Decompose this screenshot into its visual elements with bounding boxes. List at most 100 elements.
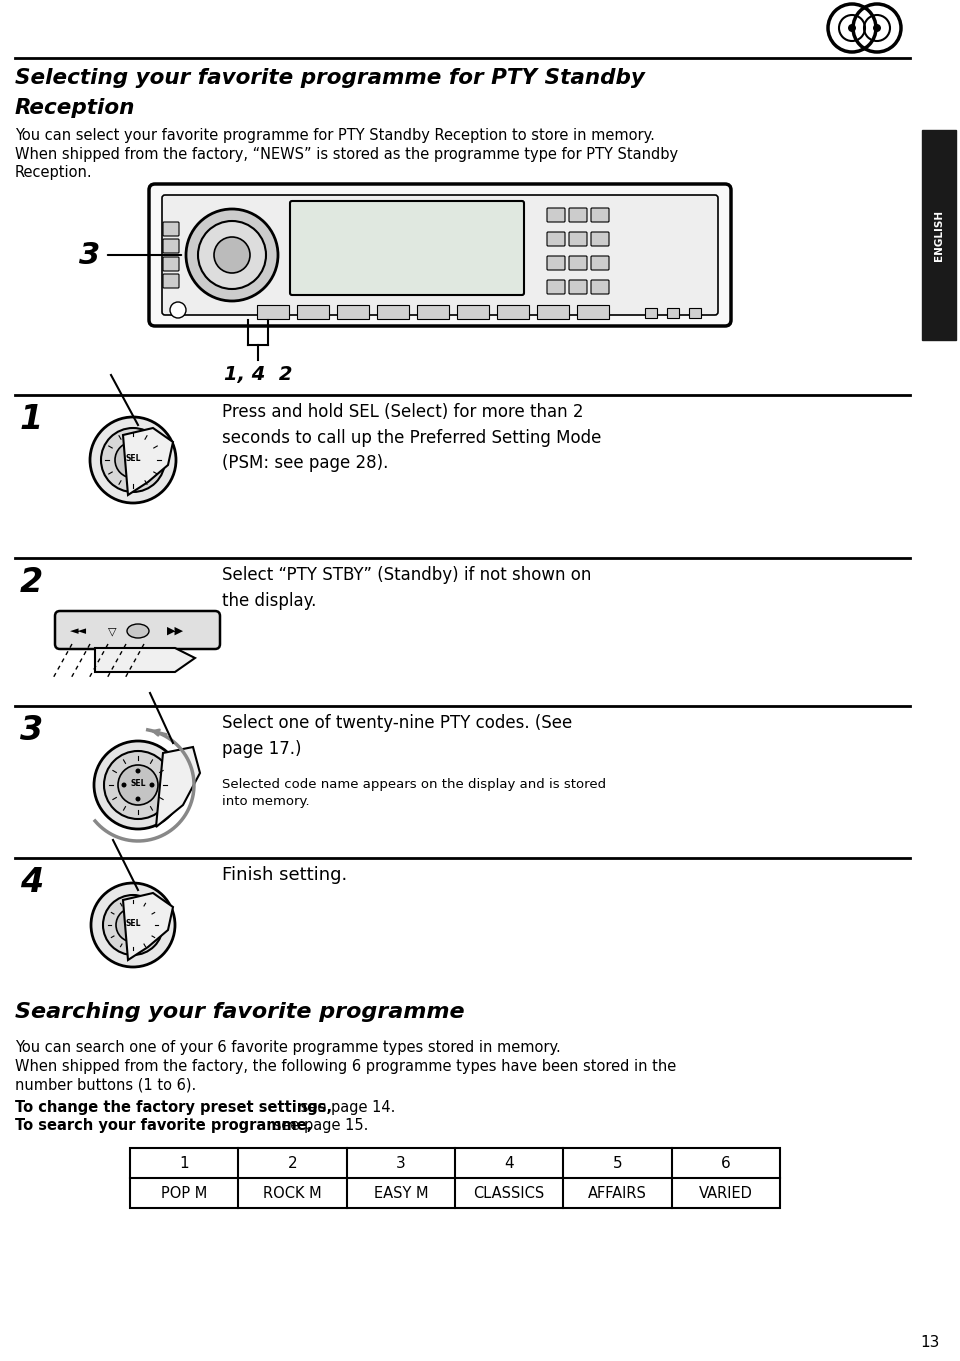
Text: ▽: ▽	[108, 626, 116, 636]
Text: ENGLISH: ENGLISH	[934, 210, 944, 260]
Circle shape	[170, 302, 186, 318]
Circle shape	[122, 783, 127, 788]
Circle shape	[150, 783, 155, 788]
Text: Searching your favorite programme: Searching your favorite programme	[15, 1002, 465, 1022]
Polygon shape	[95, 648, 195, 672]
Text: CLASSICS: CLASSICS	[473, 1185, 544, 1200]
Text: Reception.: Reception.	[15, 165, 92, 180]
Text: To search your favorite programme,: To search your favorite programme,	[15, 1117, 312, 1132]
Polygon shape	[156, 747, 200, 827]
Text: Reception: Reception	[15, 98, 135, 118]
Text: Finish setting.: Finish setting.	[222, 866, 348, 885]
FancyBboxPatch shape	[149, 184, 731, 327]
FancyBboxPatch shape	[569, 208, 587, 222]
FancyBboxPatch shape	[569, 256, 587, 269]
Text: SEL: SEL	[125, 919, 141, 927]
Text: POP M: POP M	[161, 1185, 207, 1200]
Text: 1, 4  2: 1, 4 2	[224, 365, 292, 384]
Polygon shape	[123, 893, 173, 960]
Circle shape	[116, 908, 150, 942]
Text: Press and hold SEL (Select) for more than 2
seconds to call up the Preferred Set: Press and hold SEL (Select) for more tha…	[222, 403, 601, 472]
FancyBboxPatch shape	[163, 257, 179, 271]
FancyBboxPatch shape	[257, 305, 289, 318]
Text: VARIED: VARIED	[699, 1185, 753, 1200]
Circle shape	[91, 883, 175, 968]
FancyBboxPatch shape	[591, 208, 609, 222]
FancyBboxPatch shape	[577, 305, 609, 318]
Circle shape	[104, 751, 172, 819]
FancyBboxPatch shape	[547, 256, 565, 269]
FancyBboxPatch shape	[457, 305, 489, 318]
Text: 3: 3	[396, 1155, 406, 1170]
Text: When shipped from the factory, the following 6 programme types have been stored : When shipped from the factory, the follo…	[15, 1059, 676, 1074]
Circle shape	[186, 210, 278, 301]
Text: 13: 13	[921, 1335, 940, 1350]
Circle shape	[90, 416, 176, 504]
Circle shape	[103, 896, 163, 955]
Bar	[689, 308, 701, 318]
Text: Select one of twenty-nine PTY codes. (See
page 17.): Select one of twenty-nine PTY codes. (Se…	[222, 715, 572, 758]
Bar	[922, 131, 956, 340]
Text: 5: 5	[612, 1155, 622, 1170]
Text: 6: 6	[721, 1155, 731, 1170]
Text: 3: 3	[20, 715, 43, 747]
Circle shape	[135, 796, 140, 802]
Text: see page 14.: see page 14.	[296, 1100, 396, 1115]
FancyBboxPatch shape	[591, 231, 609, 246]
Circle shape	[848, 24, 856, 33]
FancyBboxPatch shape	[547, 231, 565, 246]
Text: ◄◄: ◄◄	[69, 626, 86, 636]
Text: To change the factory preset settings,: To change the factory preset settings,	[15, 1100, 332, 1115]
FancyBboxPatch shape	[547, 280, 565, 294]
FancyBboxPatch shape	[55, 611, 220, 649]
FancyBboxPatch shape	[162, 195, 718, 314]
Circle shape	[214, 237, 250, 274]
FancyBboxPatch shape	[163, 240, 179, 253]
FancyBboxPatch shape	[569, 280, 587, 294]
Text: 4: 4	[504, 1155, 514, 1170]
Circle shape	[135, 769, 140, 773]
FancyBboxPatch shape	[297, 305, 329, 318]
Circle shape	[101, 427, 165, 491]
Text: 1: 1	[20, 403, 43, 436]
Text: AFFAIRS: AFFAIRS	[588, 1185, 647, 1200]
FancyBboxPatch shape	[163, 222, 179, 235]
Text: When shipped from the factory, “NEWS” is stored as the programme type for PTY St: When shipped from the factory, “NEWS” is…	[15, 147, 678, 162]
FancyBboxPatch shape	[337, 305, 369, 318]
Bar	[130, 1147, 780, 1209]
Circle shape	[118, 765, 158, 804]
FancyBboxPatch shape	[591, 280, 609, 294]
FancyBboxPatch shape	[163, 274, 179, 289]
Text: Selecting your favorite programme for PTY Standby: Selecting your favorite programme for PT…	[15, 68, 645, 88]
Text: Selected code name appears on the display and is stored
into memory.: Selected code name appears on the displa…	[222, 778, 606, 808]
Ellipse shape	[127, 623, 149, 638]
Text: 2: 2	[288, 1155, 298, 1170]
Text: ▶▶: ▶▶	[166, 626, 183, 636]
Text: 2: 2	[20, 566, 43, 599]
Text: You can search one of your 6 favorite programme types stored in memory.: You can search one of your 6 favorite pr…	[15, 1040, 561, 1055]
Text: SEL: SEL	[125, 453, 141, 463]
FancyBboxPatch shape	[537, 305, 569, 318]
FancyBboxPatch shape	[290, 201, 524, 295]
Text: SEL: SEL	[131, 778, 146, 788]
FancyBboxPatch shape	[377, 305, 409, 318]
FancyBboxPatch shape	[417, 305, 449, 318]
Text: EASY M: EASY M	[373, 1185, 428, 1200]
FancyBboxPatch shape	[497, 305, 529, 318]
Text: ROCK M: ROCK M	[263, 1185, 322, 1200]
Text: Select “PTY STBY” (Standby) if not shown on
the display.: Select “PTY STBY” (Standby) if not shown…	[222, 566, 591, 610]
Bar	[667, 308, 679, 318]
Text: number buttons (1 to 6).: number buttons (1 to 6).	[15, 1077, 196, 1092]
Text: 3: 3	[79, 241, 100, 269]
Bar	[645, 308, 657, 318]
Circle shape	[94, 740, 182, 829]
Text: 1: 1	[180, 1155, 189, 1170]
Circle shape	[873, 24, 881, 33]
FancyBboxPatch shape	[547, 208, 565, 222]
Circle shape	[198, 220, 266, 289]
Text: see page 15.: see page 15.	[269, 1117, 369, 1132]
Circle shape	[115, 442, 151, 478]
FancyBboxPatch shape	[591, 256, 609, 269]
FancyBboxPatch shape	[569, 231, 587, 246]
Text: 4: 4	[20, 866, 43, 900]
